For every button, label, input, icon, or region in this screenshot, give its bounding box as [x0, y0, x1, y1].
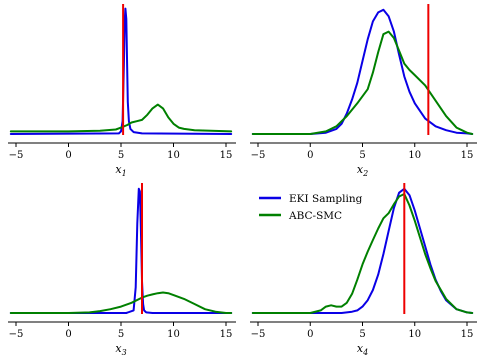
legend-label: EKI Sampling	[289, 193, 363, 205]
x-tick-label: 10	[408, 150, 421, 161]
density-line-eki	[251, 187, 474, 314]
subplot-2: −5 0 5 10 15 x2	[250, 4, 477, 178]
density-line-abc-smc	[251, 193, 474, 314]
subplot-4: −5 0 5 10 15 x4 EKI Sampling ABC-SMC	[250, 183, 477, 357]
x-tick-label: −5	[251, 329, 266, 340]
x-tick-label: 10	[167, 150, 180, 161]
density-line-abc-smc	[9, 103, 233, 133]
x-tick-label: 15	[461, 329, 474, 340]
legend-label: ABC-SMC	[288, 210, 342, 222]
subplot-1: −5 0 5 10 15 x1	[8, 4, 236, 178]
x-tick-label: 5	[359, 150, 365, 161]
density-line-abc-smc	[9, 291, 233, 314]
density-line-abc-smc	[251, 30, 474, 135]
density-line-eki	[9, 187, 233, 314]
x-tick-label: −5	[9, 329, 24, 340]
x-tick-label: 0	[307, 329, 313, 340]
x-tick-label: 0	[307, 150, 313, 161]
subplot-3: −5 0 5 10 15 x3	[8, 183, 236, 357]
x-axis-label: x2	[357, 163, 368, 178]
x-tick-label: −5	[251, 150, 266, 161]
x-tick-label: 15	[461, 150, 474, 161]
x-axis-label: x3	[115, 342, 126, 357]
x-tick-label: −5	[9, 150, 24, 161]
density-line-eki	[9, 7, 233, 135]
x-axis-label: x1	[115, 163, 126, 178]
x-tick-label: 5	[118, 150, 124, 161]
x-tick-label: 15	[220, 329, 233, 340]
x-tick-label: 10	[167, 329, 180, 340]
x-tick-label: 5	[118, 329, 124, 340]
x-tick-label: 10	[408, 329, 421, 340]
x-tick-label: 15	[220, 150, 233, 161]
density-line-eki	[251, 8, 474, 135]
x-tick-label: 0	[65, 150, 71, 161]
x-axis-label: x4	[357, 342, 368, 357]
legend: EKI Sampling ABC-SMC	[259, 193, 363, 222]
x-tick-label: 5	[359, 329, 365, 340]
x-tick-label: 0	[65, 329, 71, 340]
